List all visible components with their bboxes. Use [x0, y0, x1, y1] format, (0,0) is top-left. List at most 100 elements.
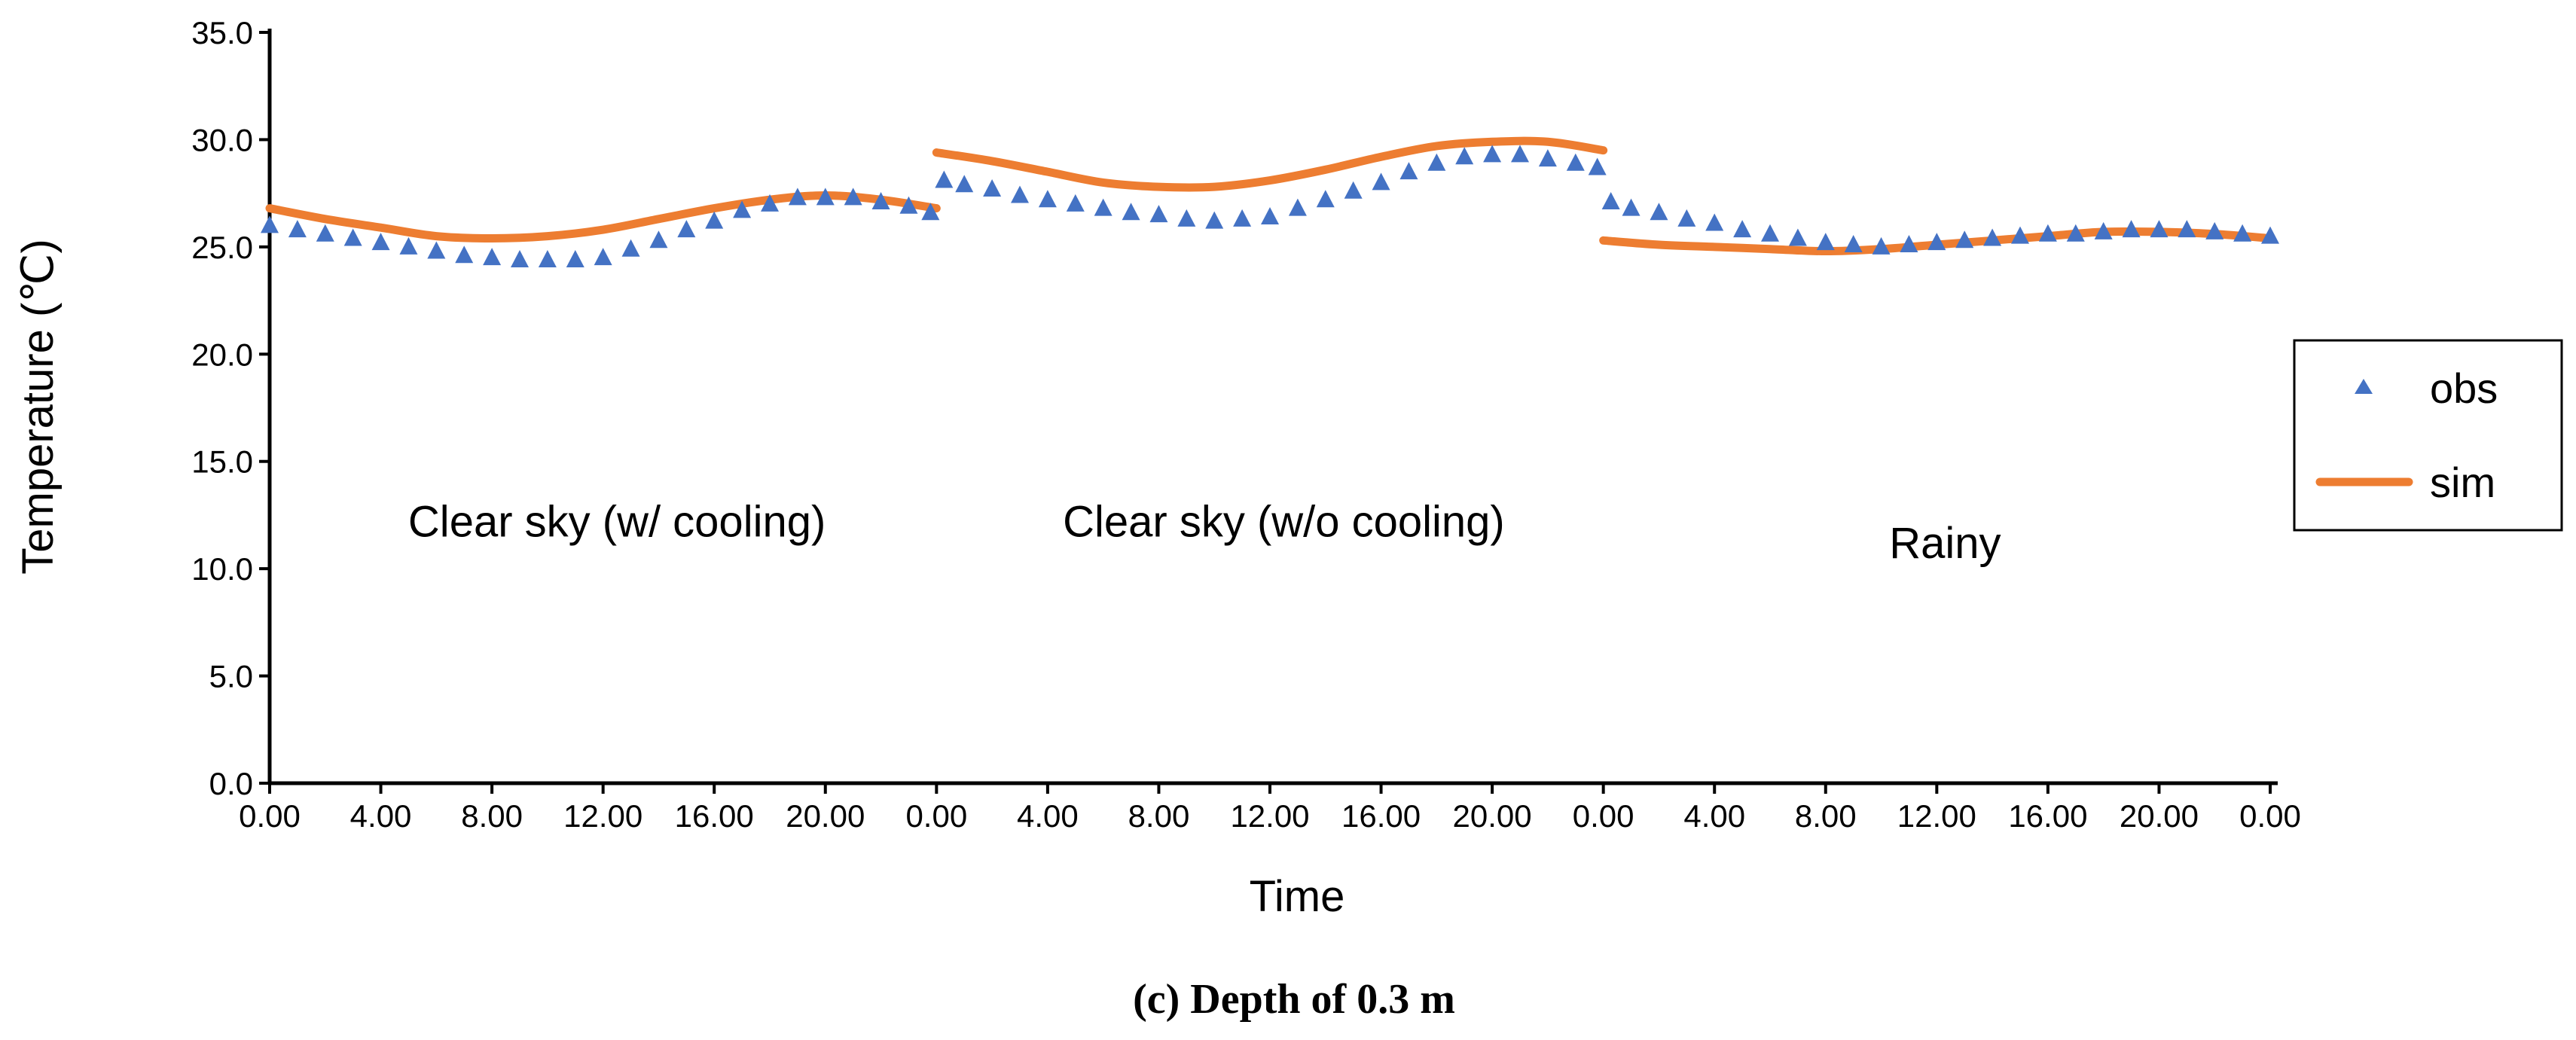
- obs-point: [1788, 228, 1807, 246]
- obs-point: [427, 241, 446, 259]
- x-tick-label: 8.00: [1795, 798, 1857, 834]
- obs-point: [399, 236, 418, 255]
- x-tick-label: 16.00: [1341, 798, 1421, 834]
- sim-line: [932, 136, 1608, 192]
- x-tick-label: 8.00: [1128, 798, 1190, 834]
- obs-point: [261, 215, 279, 233]
- obs-point: [816, 188, 835, 206]
- x-tick-label: 16.00: [2008, 798, 2087, 834]
- obs-point: [2233, 224, 2252, 242]
- obs-point: [705, 211, 724, 229]
- obs-point: [455, 246, 474, 264]
- x-tick-label: 20.00: [2120, 798, 2199, 834]
- plot-area: 0.0 5.0 10.0 15.0 20.0 25.0 30.0 35.0 0.00 4.00 8…: [191, 15, 2301, 834]
- obs-point: [1538, 149, 1557, 167]
- x-tick-label: 4.00: [1683, 798, 1745, 834]
- sim-line: [265, 191, 941, 242]
- obs-point: [2011, 226, 2029, 244]
- obs-point: [983, 178, 1002, 197]
- figure-caption: (c) Depth of 0.3 m: [1133, 976, 1455, 1023]
- obs-point: [1288, 198, 1307, 216]
- obs-point: [1622, 198, 1641, 216]
- x-tick-label: 12.00: [1230, 798, 1309, 834]
- obs-point: [2094, 221, 2113, 239]
- annotation-label: Rainy: [1889, 519, 2001, 568]
- obs-point: [677, 220, 696, 238]
- x-tick-label: 0.00: [239, 798, 301, 834]
- y-tick-label: 0.0: [209, 766, 253, 801]
- obs-point: [1955, 230, 1974, 249]
- y-tick-label: 30.0: [191, 122, 253, 157]
- obs-point: [761, 194, 779, 212]
- obs-point: [1399, 162, 1418, 180]
- x-tick-label: 8.00: [461, 798, 523, 834]
- obs-point: [955, 175, 974, 193]
- obs-point: [1601, 192, 1620, 210]
- y-tick-label: 5.0: [209, 659, 253, 694]
- obs-point: [2066, 224, 2085, 242]
- obs-point: [1149, 205, 1168, 223]
- x-tick-label: 16.00: [675, 798, 754, 834]
- x-tick-label: 12.00: [563, 798, 642, 834]
- annotation-label: Clear sky (w/o cooling): [1063, 497, 1505, 546]
- legend-box: [2293, 339, 2563, 532]
- x-tick-label: 0.00: [905, 798, 967, 834]
- obs-point: [511, 249, 529, 267]
- obs-point: [1372, 172, 1390, 191]
- x-tick-label: 0.00: [2239, 798, 2301, 834]
- obs-point: [1816, 233, 1835, 251]
- obs-point: [371, 233, 390, 251]
- obs-point: [1233, 209, 1252, 227]
- obs-point: [1566, 153, 1585, 171]
- obs-point: [1733, 220, 1752, 238]
- y-tick-label: 20.0: [191, 337, 253, 372]
- obs-point: [1038, 190, 1057, 208]
- x-axis-title: Time: [1250, 872, 1345, 921]
- obs-point: [594, 248, 612, 266]
- obs-point: [2038, 224, 2057, 242]
- obs-point: [788, 188, 807, 206]
- annotation-label: Clear sky (w/ cooling): [408, 497, 826, 546]
- y-axis-title: Temperature (℃): [14, 239, 63, 574]
- obs-point: [871, 192, 890, 210]
- obs-point: [935, 170, 954, 188]
- obs-point: [1900, 235, 1918, 253]
- obs-point: [2205, 221, 2224, 239]
- obs-point: [1483, 145, 1502, 163]
- x-ticks: 0.00 4.00 8.00 12.00 16.00 20.00 0.00 4.00 8.00 1…: [239, 783, 2301, 834]
- obs-point: [1094, 198, 1113, 216]
- obs-point: [649, 230, 668, 249]
- obs-point: [1705, 213, 1724, 231]
- x-tick-label: 20.00: [786, 798, 865, 834]
- obs-point: [1927, 233, 1946, 251]
- obs-point: [1177, 209, 1196, 227]
- x-tick-label: 0.00: [1573, 798, 1634, 834]
- x-tick-label: 12.00: [1897, 798, 1976, 834]
- obs-point: [1205, 211, 1224, 229]
- obs-point: [1650, 203, 1668, 221]
- obs-point: [538, 249, 557, 267]
- y-tick-label: 10.0: [191, 551, 253, 587]
- obs-point: [1511, 145, 1529, 163]
- obs-point: [1455, 147, 1474, 165]
- x-tick-label: 20.00: [1453, 798, 1532, 834]
- obs-point: [1344, 181, 1363, 199]
- obs-point: [1983, 228, 2002, 246]
- obs-point: [1761, 224, 1779, 242]
- obs-point: [316, 224, 334, 242]
- legend-obs-label: obs: [2430, 364, 2498, 412]
- obs-point: [1588, 157, 1607, 175]
- obs-point: [921, 203, 940, 221]
- obs-point: [2150, 220, 2169, 238]
- obs-point: [1316, 190, 1335, 208]
- obs-series: [261, 145, 2279, 267]
- obs-point: [1261, 206, 1279, 224]
- obs-point: [1844, 235, 1863, 253]
- obs-point: [2122, 220, 2141, 238]
- obs-point: [899, 196, 918, 214]
- obs-point: [288, 220, 307, 238]
- x-tick-label: 4.00: [350, 798, 412, 834]
- obs-point: [844, 188, 862, 206]
- x-tick-label: 4.00: [1017, 798, 1079, 834]
